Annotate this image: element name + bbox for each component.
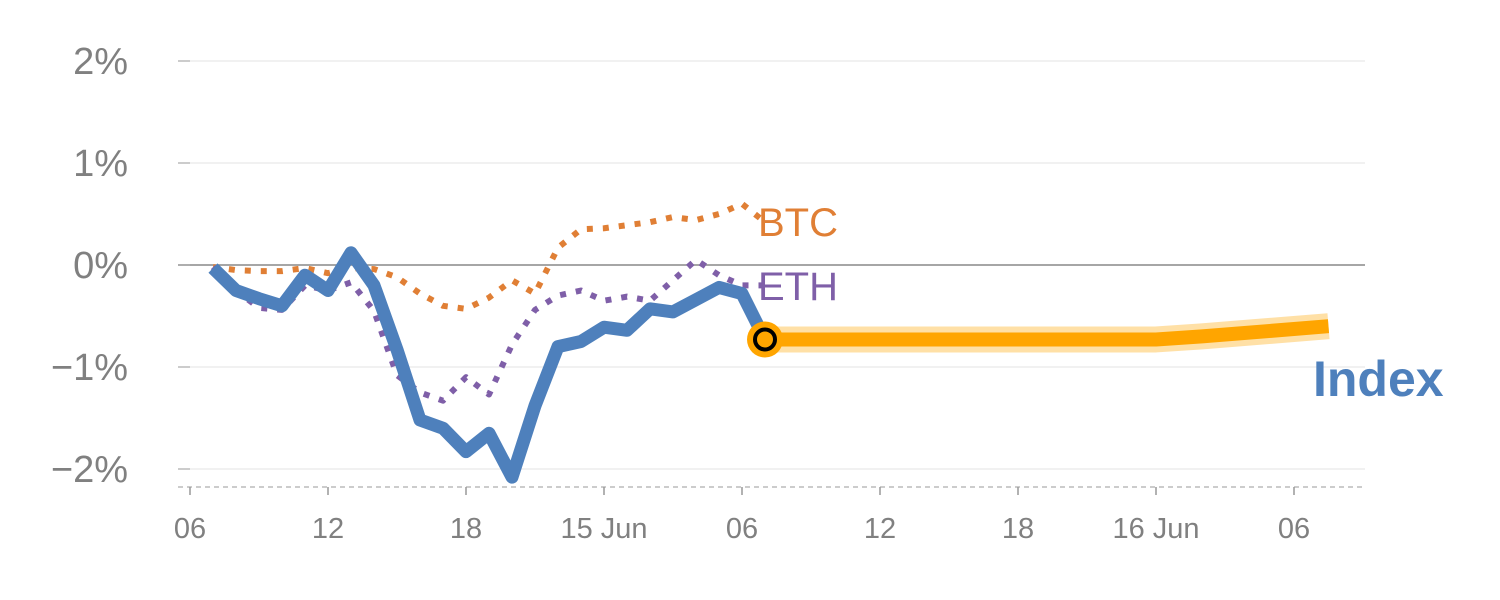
current-marker [753, 327, 777, 352]
eth-point [512, 344, 513, 345]
btc-point [581, 229, 582, 230]
btc-point [558, 247, 559, 248]
y-tick-label: −1% [51, 347, 128, 389]
y-tick-label: −2% [51, 449, 128, 491]
btc-point [512, 280, 513, 281]
x-tick-label: 18 [450, 513, 482, 545]
btc-point [236, 270, 237, 271]
x-tick-label: 18 [1002, 513, 1034, 545]
x-axis: 06 12 18 15 Jun 06 12 18 16 Jun 06 [174, 487, 1310, 545]
x-tick-label: 06 [726, 513, 758, 545]
eth-point [420, 392, 421, 393]
forecast-line [765, 319, 1330, 347]
btc-point [673, 217, 674, 218]
x-tick-label: 16 Jun [1112, 513, 1199, 545]
index-series-label: Index [1313, 351, 1444, 407]
btc-point [535, 293, 536, 294]
y-tick-label: 2% [73, 41, 128, 83]
btc-point [627, 225, 628, 226]
grid [178, 60, 1365, 488]
eth-point [374, 310, 375, 311]
btc-point [650, 222, 651, 223]
y-tick-label: 1% [73, 143, 128, 185]
y-tick-label: 0% [73, 245, 128, 287]
eth-point [604, 300, 605, 301]
eth-point [696, 259, 697, 260]
x-tick-label: 06 [1278, 513, 1310, 545]
btc-point [420, 293, 421, 294]
series-lines [208, 200, 1330, 484]
index-line [208, 246, 771, 484]
btc-point [742, 203, 743, 204]
eth-point [673, 280, 674, 281]
btc-point [397, 277, 398, 278]
eth-point [742, 285, 743, 286]
btc-point [696, 220, 697, 221]
btc-series-label: BTC [758, 201, 838, 245]
x-tick-label: 06 [174, 513, 206, 545]
y-axis: 2% 1% 0% −1% −2% [51, 41, 190, 491]
btc-point [305, 268, 306, 269]
eth-point [259, 307, 260, 308]
btc-line [212, 200, 767, 312]
eth-point [558, 295, 559, 296]
eth-point [397, 375, 398, 376]
x-tick-label: 12 [312, 513, 344, 545]
x-tick-label: 12 [864, 513, 896, 545]
eth-line [210, 256, 765, 404]
btc-point [466, 308, 467, 309]
eth-series-label: ETH [758, 265, 838, 309]
x-tick-label: 15 Jun [560, 513, 647, 545]
btc-point [351, 268, 352, 269]
eth-point [650, 300, 651, 301]
btc-point [259, 271, 260, 272]
